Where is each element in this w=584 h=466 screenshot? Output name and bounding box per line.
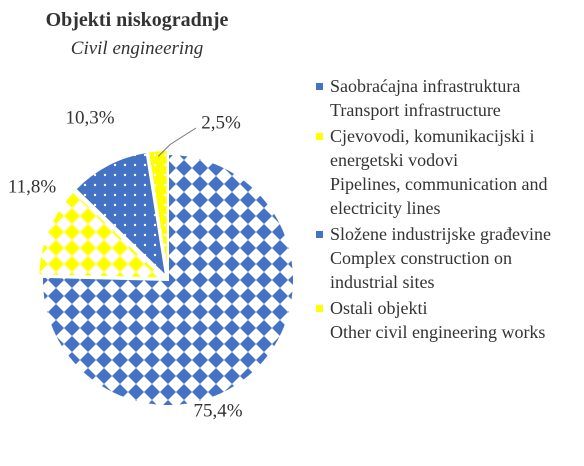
legend-entry: Ostali objekti Other civil engineering wo… xyxy=(314,296,576,344)
legend-label-en: Pipelines, communication and electricity… xyxy=(330,174,548,218)
legend-entry: Saobraćajna infrastruktura Transport infr… xyxy=(314,74,576,122)
chart-title: Objekti niskogradnje xyxy=(46,9,229,31)
legend-label-en: Transport infrastructure xyxy=(330,100,501,120)
data-label: 11,8% xyxy=(8,176,57,197)
legend: Saobraćajna infrastruktura Transport infr… xyxy=(314,74,576,346)
legend-label: Cjevovodi, komunikacijski i energetski v… xyxy=(330,126,535,170)
legend-marker xyxy=(316,305,323,312)
legend-label: Saobraćajna infrastruktura xyxy=(330,76,521,96)
legend-entry: Složene industrijske građevine Complex co… xyxy=(314,222,576,294)
pie-slice xyxy=(146,149,169,277)
data-label: 75,4% xyxy=(193,400,242,421)
data-label: 10,3% xyxy=(65,107,114,128)
legend-entry: Cjevovodi, komunikacijski i energetski v… xyxy=(314,124,576,220)
legend-marker xyxy=(316,83,323,90)
legend-marker xyxy=(316,231,323,238)
legend-label-en: Complex construction on industrial sites xyxy=(330,248,512,292)
legend-label-en: Other civil engineering works xyxy=(330,322,546,342)
chart-subtitle: Civil engineering xyxy=(71,38,203,59)
leader-line xyxy=(157,127,197,157)
pie-slice xyxy=(41,152,295,407)
legend-label: Ostali objekti xyxy=(330,298,428,318)
pie-slice xyxy=(37,189,167,280)
pie-slice xyxy=(73,150,168,280)
legend-label: Složene industrijske građevine xyxy=(330,224,551,244)
legend-marker xyxy=(316,133,323,140)
data-label: 2,5% xyxy=(201,112,241,133)
